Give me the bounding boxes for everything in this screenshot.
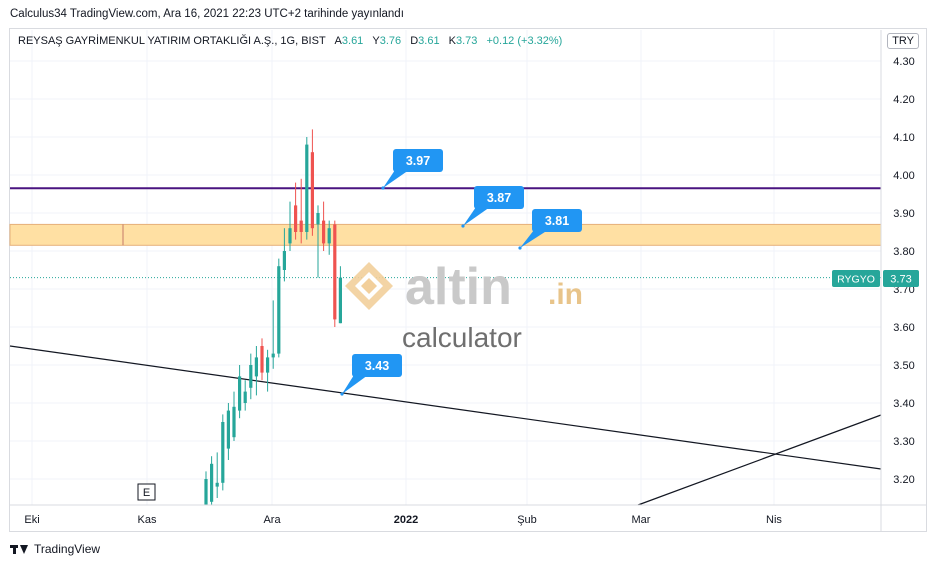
candle[interactable] bbox=[288, 201, 292, 251]
price-callout[interactable]: 3.97 bbox=[381, 149, 443, 190]
rising-trendline[interactable] bbox=[637, 414, 882, 506]
candle[interactable] bbox=[243, 380, 247, 411]
currency-button[interactable]: TRY bbox=[887, 33, 919, 49]
price-callout[interactable]: 3.43 bbox=[340, 354, 402, 396]
candle[interactable] bbox=[327, 220, 331, 255]
y-tick-label: 3.80 bbox=[893, 246, 914, 258]
earnings-marker[interactable]: E bbox=[137, 483, 156, 501]
candle[interactable] bbox=[210, 456, 214, 505]
watermark-suffix: .in bbox=[548, 278, 583, 311]
last-price-value: 3.73 bbox=[890, 274, 911, 286]
y-tick-label: 4.30 bbox=[893, 56, 914, 68]
price-axis[interactable]: 4.304.204.104.003.903.803.703.603.503.40… bbox=[880, 30, 915, 531]
y-tick-label: 3.60 bbox=[893, 322, 914, 334]
symbol-legend: REYSAŞ GAYRİMENKUL YATIRIM ORTAKLIĞI A.Ş… bbox=[18, 35, 562, 47]
watermark-subtitle: calculator bbox=[402, 322, 522, 353]
candle[interactable] bbox=[294, 182, 298, 240]
candle[interactable] bbox=[338, 266, 342, 324]
candle[interactable] bbox=[299, 178, 303, 244]
last-price-tag: RYGYO 3.73 bbox=[832, 270, 919, 287]
x-tick-label: Nis bbox=[766, 514, 782, 526]
candle[interactable] bbox=[226, 403, 230, 460]
y-tick-label: 3.30 bbox=[893, 436, 914, 448]
y-tick-label: 4.20 bbox=[893, 94, 914, 106]
support-resistance-zone[interactable] bbox=[9, 223, 882, 246]
candle[interactable] bbox=[238, 365, 242, 419]
price-callout[interactable]: 3.87 bbox=[461, 186, 524, 228]
y-tick-label: 4.10 bbox=[893, 132, 914, 144]
x-tick-label: 2022 bbox=[394, 514, 418, 526]
earnings-marker-label: E bbox=[143, 487, 150, 499]
candlesticks bbox=[204, 129, 342, 505]
candle[interactable] bbox=[266, 349, 270, 392]
y-tick-label: 4.00 bbox=[893, 170, 914, 182]
footer-brand[interactable]: TradingView bbox=[10, 542, 100, 556]
change-value: +0.12 (+3.32%) bbox=[486, 35, 563, 47]
low-label: D bbox=[410, 35, 419, 47]
x-tick-label: Eki bbox=[24, 514, 39, 526]
candle[interactable] bbox=[316, 205, 320, 278]
open-value: 3.61 bbox=[341, 35, 364, 47]
candle[interactable] bbox=[215, 452, 219, 498]
time-axis[interactable]: Eki Kas Ara 2022 Şub Mar Nis bbox=[10, 504, 926, 526]
watermark-logo: altin .in calculator bbox=[345, 258, 583, 353]
x-tick-label: Şub bbox=[517, 514, 537, 526]
y-tick-label: 3.40 bbox=[893, 398, 914, 410]
y-tick-label: 3.20 bbox=[893, 474, 914, 486]
x-tick-label: Mar bbox=[632, 514, 651, 526]
candle[interactable] bbox=[254, 346, 258, 396]
price-callout-label: 3.87 bbox=[487, 191, 511, 205]
chart-frame bbox=[9, 28, 927, 532]
candle[interactable] bbox=[260, 338, 264, 381]
candle[interactable] bbox=[249, 353, 253, 400]
candle[interactable] bbox=[322, 201, 326, 251]
x-tick-label: Kas bbox=[138, 514, 157, 526]
price-callout-label: 3.43 bbox=[365, 359, 389, 373]
gridlines bbox=[10, 30, 881, 505]
watermark-brand: altin bbox=[405, 258, 512, 316]
price-callout-label: 3.97 bbox=[406, 154, 430, 168]
footer-brand-text: TradingView bbox=[34, 542, 101, 556]
x-tick-label: Ara bbox=[263, 514, 281, 526]
candle[interactable] bbox=[204, 471, 208, 505]
falling-trendline[interactable] bbox=[9, 345, 882, 470]
price-callout-label: 3.81 bbox=[545, 214, 569, 228]
candle[interactable] bbox=[221, 414, 225, 491]
candle[interactable] bbox=[271, 300, 275, 369]
candle[interactable] bbox=[333, 220, 337, 327]
symbol-name: REYSAŞ GAYRİMENKUL YATIRIM ORTAKLIĞI A.Ş… bbox=[18, 35, 326, 47]
price-callouts[interactable]: 3.97 3.87 3.81 3.43 bbox=[340, 149, 582, 396]
high-value: 3.76 bbox=[379, 35, 402, 47]
y-tick-label: 3.90 bbox=[893, 208, 914, 220]
last-price-ticker: RYGYO bbox=[837, 274, 875, 286]
candle[interactable] bbox=[277, 258, 281, 358]
candle[interactable] bbox=[310, 129, 314, 236]
close-value: 3.73 bbox=[455, 35, 478, 47]
low-value: 3.61 bbox=[418, 35, 440, 47]
candle[interactable] bbox=[232, 391, 236, 441]
close-label: K bbox=[448, 35, 456, 47]
high-label: Y bbox=[372, 35, 380, 47]
published-info: Calculus34 TradingView.com, Ara 16, 2021… bbox=[10, 8, 404, 20]
price-callout[interactable]: 3.81 bbox=[518, 209, 582, 250]
open-label: A bbox=[334, 35, 342, 47]
y-tick-label: 3.50 bbox=[893, 360, 914, 372]
candle[interactable] bbox=[305, 137, 309, 240]
candle[interactable] bbox=[282, 228, 286, 282]
tradingview-logo-icon bbox=[10, 542, 30, 556]
